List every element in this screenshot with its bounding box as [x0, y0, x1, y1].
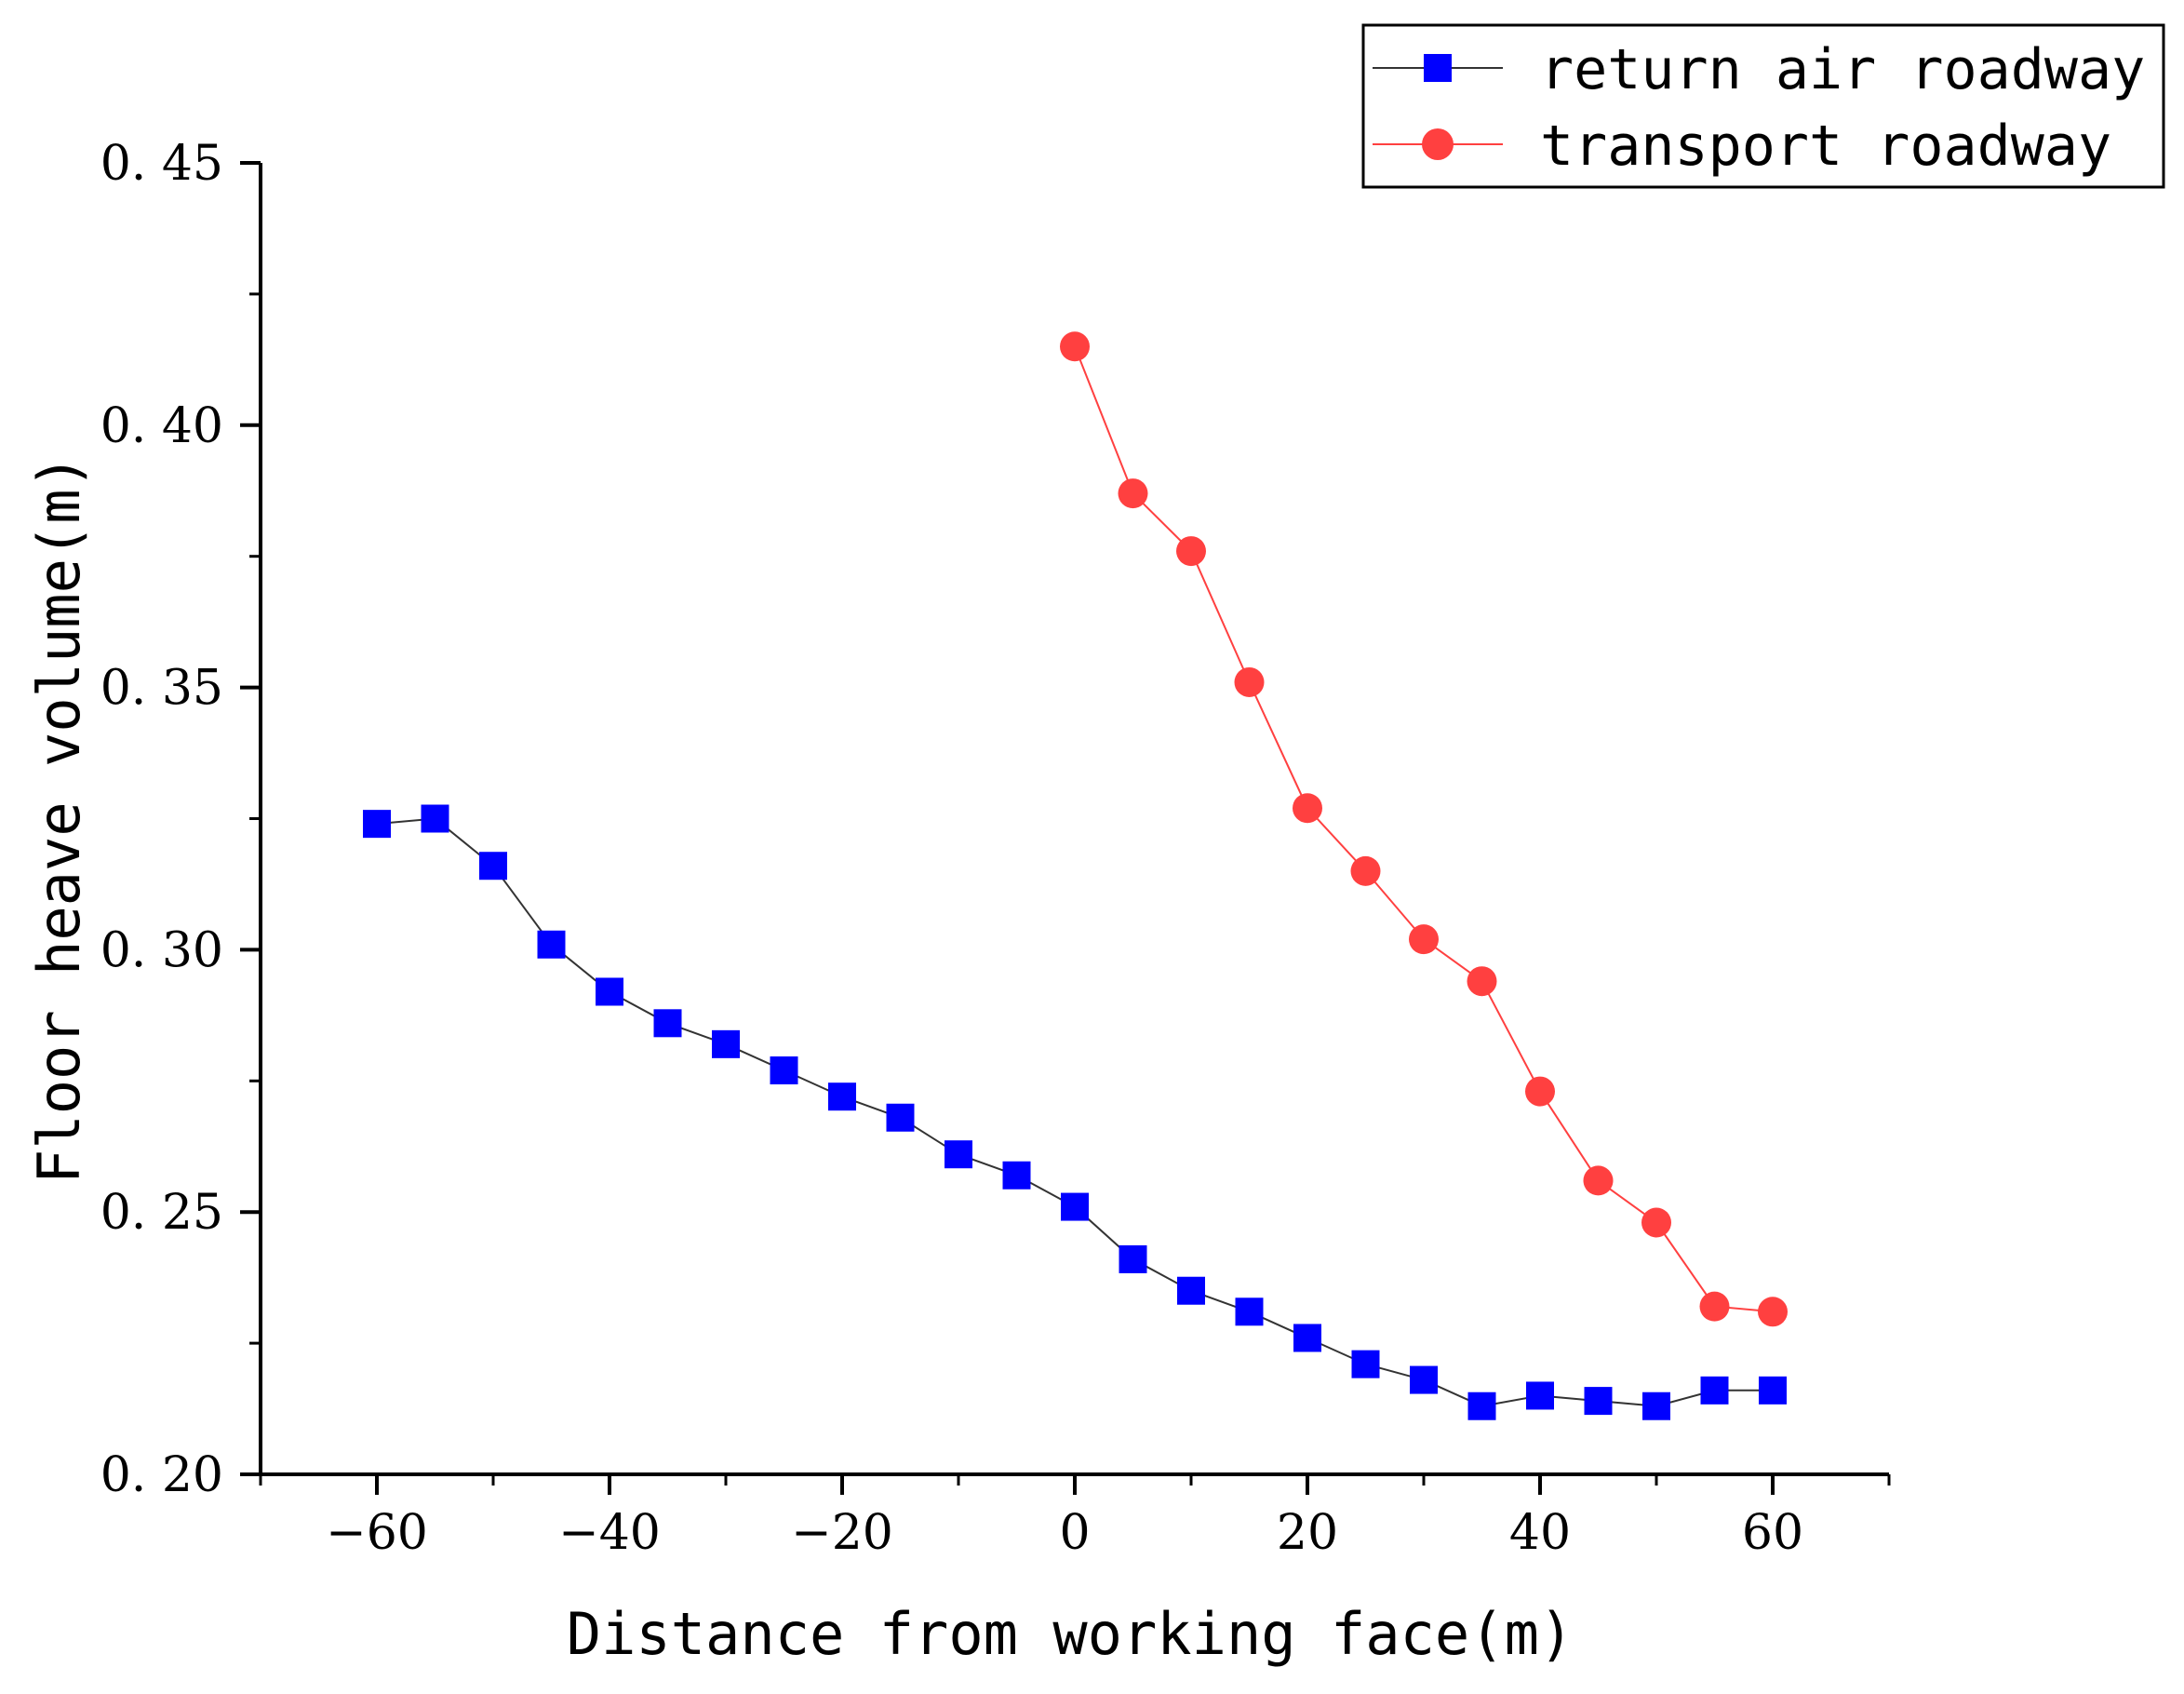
- data-point-return-air-roadway: [596, 977, 623, 1006]
- data-point-return-air-roadway: [1759, 1376, 1787, 1405]
- data-point-transport-roadway: [1060, 331, 1090, 362]
- data-point-transport-roadway: [1758, 1297, 1788, 1327]
- data-point-return-air-roadway: [1351, 1350, 1380, 1378]
- data-point-return-air-roadway: [653, 1009, 682, 1038]
- legend-marker-return-air-roadway: [1424, 54, 1452, 82]
- x-axis-ticks: −60 −40 −20 0 20 40 60: [259, 1474, 1891, 1561]
- y-axis-ticks: 0. 20 0. 25 0. 30 0. 35 0. 40 0. 45: [100, 136, 261, 1503]
- x-axis-title: Distance from working face(m): [567, 1600, 1574, 1668]
- data-point-transport-roadway: [1409, 924, 1439, 955]
- data-point-return-air-roadway: [1584, 1387, 1613, 1416]
- x-tick-label: −40: [558, 1505, 661, 1561]
- y-axis-title: Floor heave volume(m): [25, 454, 93, 1184]
- data-point-return-air-roadway: [1061, 1192, 1089, 1221]
- x-tick-label: 60: [1742, 1505, 1803, 1561]
- y-tick-label: 0. 30: [100, 922, 223, 978]
- data-point-return-air-roadway: [770, 1056, 798, 1085]
- data-point-return-air-roadway: [1700, 1376, 1729, 1405]
- data-point-return-air-roadway: [363, 810, 391, 839]
- data-point-return-air-roadway: [712, 1029, 740, 1058]
- data-point-return-air-roadway: [1119, 1244, 1147, 1273]
- data-point-return-air-roadway: [1410, 1365, 1438, 1394]
- data-point-return-air-roadway: [1293, 1324, 1321, 1352]
- data-point-transport-roadway: [1118, 478, 1148, 509]
- series-layer: [363, 331, 1788, 1420]
- data-point-return-air-roadway: [1467, 1392, 1496, 1420]
- y-tick-label: 0. 20: [100, 1447, 223, 1503]
- data-point-return-air-roadway: [537, 930, 566, 959]
- data-point-transport-roadway: [1699, 1291, 1730, 1322]
- data-point-return-air-roadway: [1235, 1297, 1264, 1326]
- y-tick-label: 0. 40: [100, 398, 223, 454]
- plot-area: 0. 20 0. 25 0. 30 0. 35 0. 40 0. 45 −60 −40 −20…: [100, 136, 1891, 1561]
- data-point-return-air-roadway: [479, 852, 507, 881]
- legend-label-return-air-roadway: return air roadway: [1540, 37, 2145, 102]
- legend-box: [1361, 23, 2165, 189]
- series-line-return-air-roadway: [376, 817, 1773, 1407]
- data-point-transport-roadway: [1350, 855, 1381, 886]
- x-tick-label: −60: [326, 1505, 428, 1561]
- data-point-return-air-roadway: [945, 1140, 972, 1169]
- y-tick-label: 0. 25: [100, 1185, 223, 1241]
- data-point-return-air-roadway: [1642, 1392, 1670, 1420]
- data-point-return-air-roadway: [1177, 1276, 1205, 1305]
- data-point-transport-roadway: [1293, 793, 1322, 824]
- data-point-return-air-roadway: [1526, 1381, 1554, 1410]
- data-point-transport-roadway: [1176, 536, 1206, 567]
- legend-marker-transport-roadway: [1422, 128, 1454, 160]
- data-point-return-air-roadway: [828, 1082, 856, 1111]
- legend-label-transport-roadway: transport roadway: [1540, 114, 2111, 179]
- data-point-return-air-roadway: [886, 1103, 915, 1132]
- x-tick-label: −20: [791, 1505, 893, 1561]
- x-tick-label: 20: [1277, 1505, 1338, 1561]
- x-tick-label: 0: [1059, 1505, 1090, 1561]
- data-point-transport-roadway: [1234, 666, 1265, 697]
- legend: return air roadway transport roadway: [1361, 23, 2165, 189]
- y-tick-label: 0. 45: [100, 136, 223, 192]
- data-point-return-air-roadway: [421, 804, 449, 833]
- data-point-transport-roadway: [1641, 1207, 1671, 1238]
- data-point-return-air-roadway: [1002, 1161, 1031, 1190]
- y-tick-label: 0. 35: [100, 661, 223, 717]
- x-tick-label: 40: [1509, 1505, 1571, 1561]
- data-point-transport-roadway: [1467, 966, 1497, 997]
- data-point-transport-roadway: [1583, 1165, 1614, 1196]
- series-line-transport-roadway: [1074, 345, 1774, 1313]
- data-point-transport-roadway: [1525, 1076, 1555, 1107]
